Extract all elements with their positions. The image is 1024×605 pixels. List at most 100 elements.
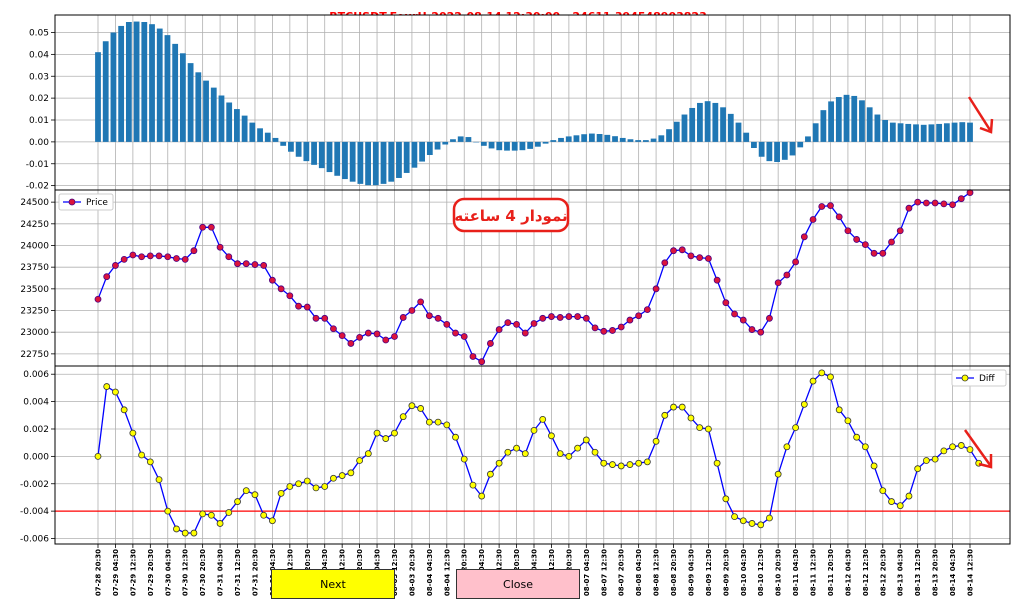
y-tick-label: 0.03 (29, 72, 49, 82)
bar (735, 122, 742, 142)
price-point (199, 223, 207, 231)
diff-point (382, 435, 390, 442)
diff-point (190, 529, 198, 537)
price-point (303, 303, 311, 311)
price-point (408, 307, 416, 314)
bar (241, 115, 248, 142)
diff-panel: -0.006 -0.004 -0.002 0.000 0.002 0.004 0.006 Di… (20, 365, 1011, 545)
bar (658, 135, 665, 142)
y-tick-label: 0.01 (29, 116, 49, 126)
x-tick-label: 07-29 12:30 (129, 549, 137, 596)
bar (480, 141, 487, 146)
bar (558, 137, 564, 142)
price-point (469, 353, 477, 360)
bar (257, 128, 263, 142)
diff-point (670, 403, 677, 411)
bar (550, 140, 557, 142)
bar (210, 87, 217, 142)
diff-point (687, 414, 695, 422)
price-point (234, 260, 241, 268)
bar (403, 141, 410, 173)
bar (179, 53, 186, 142)
price-point (173, 255, 180, 262)
bar (959, 122, 966, 142)
price-point (896, 227, 904, 235)
bar (450, 139, 456, 142)
price-point (155, 252, 163, 260)
price-point (207, 223, 215, 231)
bar (380, 141, 387, 184)
diff-point (643, 458, 651, 466)
diff-point (452, 433, 459, 441)
x-tick-label: 07-31 12:30 (234, 549, 242, 596)
price-point (530, 320, 538, 327)
x-tick-label: 08-10 04:30 (740, 549, 748, 596)
price-point (277, 285, 285, 293)
x-tick-label: 08-14 04:30 (949, 549, 957, 596)
x-tick-label: 07-30 12:30 (182, 549, 190, 596)
price-point (626, 316, 634, 324)
diff-point (225, 509, 233, 516)
diff-point (173, 525, 180, 533)
bar (781, 141, 788, 160)
next-button[interactable]: Next (271, 569, 395, 599)
bar (673, 121, 680, 142)
diff-point (338, 472, 346, 479)
price-point (600, 327, 608, 335)
bar (951, 122, 958, 142)
legend-label: Price (86, 198, 108, 208)
x-tick-label: 08-13 04:30 (897, 549, 905, 596)
price-point (373, 330, 381, 338)
diff-point (923, 457, 930, 464)
diff-point (216, 520, 224, 527)
diff-point (661, 411, 669, 419)
diff-point (966, 446, 974, 453)
bar (326, 141, 333, 173)
diff-point (469, 481, 477, 489)
x-tick-label: 07-30 20:30 (199, 549, 207, 596)
price-point (460, 333, 468, 340)
diff-point (914, 465, 922, 473)
diff-point (783, 443, 791, 451)
bar (426, 141, 433, 155)
bar (488, 141, 495, 149)
diff-point (164, 507, 172, 515)
diff-point (800, 400, 808, 408)
bar-panel: -0.02 -0.01 0.00 0.01 0.02 0.03 0.04 0.05 (26, 14, 1011, 192)
x-tick-label: 08-14 12:30 (967, 549, 975, 596)
price-point (940, 200, 948, 208)
bar (866, 107, 873, 142)
bar (905, 123, 912, 142)
price-point (251, 261, 259, 268)
bar (565, 136, 572, 142)
diff-point (138, 451, 146, 459)
x-tick-label: 08-07 12:30 (600, 549, 608, 596)
diff-point (486, 470, 494, 478)
bar (264, 132, 271, 142)
price-point (905, 204, 913, 212)
diff-point (391, 429, 398, 437)
price-point (513, 320, 520, 328)
bar (712, 102, 719, 142)
diff-point (774, 470, 782, 478)
bar (226, 102, 233, 142)
bar (365, 141, 371, 186)
price-point (635, 312, 643, 320)
close-button[interactable]: Close (456, 569, 580, 599)
x-tick-label: 08-10 20:30 (775, 549, 783, 596)
x-tick-label: 08-11 12:30 (810, 549, 818, 596)
bar (303, 141, 310, 162)
x-tick-label: 08-03 20:30 (408, 549, 416, 596)
diff-point (600, 459, 608, 467)
bar (612, 136, 618, 142)
price-point (565, 313, 573, 320)
price-point (643, 306, 651, 314)
bar (581, 134, 588, 142)
bar (311, 141, 317, 165)
diff-point (731, 513, 738, 521)
price-point (783, 271, 791, 279)
price-point (931, 199, 939, 207)
y-tick-label: 0.05 (29, 29, 49, 39)
diff-point (460, 455, 468, 463)
annotations: نمودار 4 ساعته (452, 96, 994, 469)
